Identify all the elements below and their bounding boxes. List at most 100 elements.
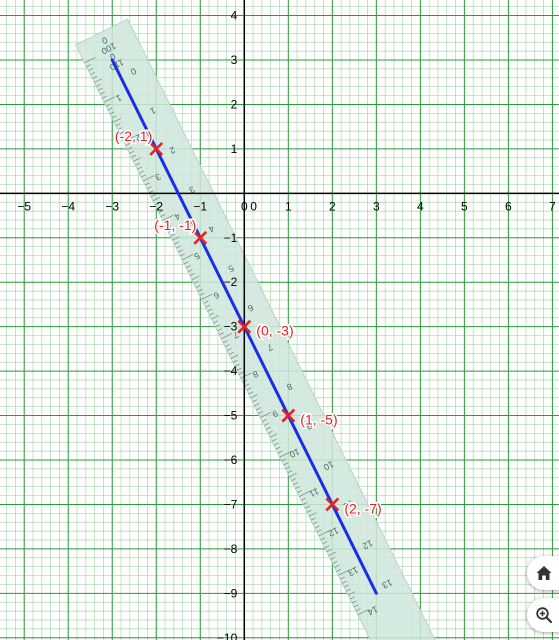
ruler-inner-label: 9 [305, 421, 314, 432]
ruler-tick [324, 545, 330, 549]
ruler-tick [349, 596, 355, 600]
ruler-tick [119, 131, 125, 135]
ruler-tick [101, 95, 107, 99]
ruler-tick [275, 446, 281, 450]
ruler-cm-label: 9 [271, 408, 280, 419]
point-marker[interactable]: (1, -5) [281, 408, 339, 429]
ruler-tick [285, 466, 291, 470]
ruler-cm-label: 14 [366, 604, 379, 617]
ruler-tick [172, 236, 180, 241]
point-marker[interactable]: (0, -3) [237, 319, 295, 340]
ruler-tick [207, 308, 213, 312]
y-tick-label: 1 [231, 142, 238, 156]
point-cross-stroke [149, 141, 164, 156]
ruler-tick [330, 557, 336, 560]
axis-tick-labels: −5 −4 −3 −2 −1 0 1 2 3 4 5 6 74321−1−2−3−4−5−6−7−8−9… [17, 9, 556, 640]
ruler-inner-label: 4 [207, 223, 216, 234]
point-label: (1, -5) [300, 412, 337, 428]
ruler-tick [306, 509, 312, 513]
ruler-tick [293, 482, 299, 485]
x-tick-label: 5 [461, 199, 468, 213]
ruler-tick [289, 472, 297, 478]
ruler-tick [246, 387, 252, 391]
ruler-tick [310, 517, 316, 521]
ruler-tick [224, 344, 230, 347]
ruler-inner-label: 13 [381, 577, 394, 590]
y-tick-label: 4 [231, 9, 238, 23]
ruler-tick [121, 135, 127, 139]
home-button[interactable] [527, 556, 559, 590]
point-marker[interactable]: (-2, 1) [113, 126, 164, 156]
point-marker[interactable]: (-1, -1) [153, 215, 208, 245]
x-tick-label: 0 [241, 199, 248, 213]
ruler-tick [168, 229, 174, 233]
ruler-inner-label: 2 [168, 145, 177, 156]
point-label: (-2, 1) [115, 128, 152, 144]
ruler-tick [137, 166, 142, 170]
zoom-in-button[interactable] [527, 598, 559, 632]
point-label: (2, -7) [344, 500, 381, 516]
ruler-tick [127, 146, 133, 150]
ruler-tick [115, 123, 121, 127]
y-tick-label: 3 [231, 53, 238, 67]
ruler-tick [154, 202, 160, 206]
ruler-tick [96, 83, 101, 87]
ruler-body[interactable]: 1234567891011121314012345678910111213010… [74, 18, 439, 640]
ruler-tick [353, 604, 359, 608]
ruler-tick [355, 608, 361, 612]
ruler-tick [328, 551, 336, 556]
ruler-tick [156, 206, 162, 209]
ruler-tick [193, 281, 199, 284]
ruler-end-label: 0 [108, 51, 117, 62]
ruler-tick [215, 324, 220, 328]
ruler-tick [211, 315, 219, 320]
y-tick-label: −7 [224, 497, 238, 511]
y-tick-label: −3 [224, 320, 238, 334]
ruler-tick [351, 600, 357, 604]
ruler-tick [277, 450, 283, 454]
ruler-tick [133, 157, 141, 162]
x-tick-label: 7 [549, 199, 556, 213]
point-marker[interactable]: (2, -7) [325, 497, 383, 518]
ruler-tick [162, 214, 174, 221]
ruler-tick [217, 328, 222, 332]
y-tick-label: −9 [224, 586, 238, 600]
ruler-tick [152, 196, 161, 202]
ruler-tick [254, 403, 260, 407]
origin-label: 0 [250, 199, 257, 213]
ruler-tick [279, 451, 291, 458]
ruler-inner-label: 12 [361, 538, 374, 551]
ruler-tool[interactable]: 1234567891011121314012345678910111213010… [74, 18, 439, 640]
x-tick-label: 4 [417, 199, 424, 213]
ruler-tick [113, 118, 122, 123]
ruler-cm-label: 8 [251, 369, 260, 380]
ruler-tick [338, 569, 350, 576]
ruler-tick [283, 462, 289, 466]
ruler-tick [248, 391, 254, 395]
ruler-cm-label: 13 [346, 565, 359, 578]
ruler-tick [107, 107, 113, 111]
ruler-tick [221, 333, 233, 340]
ruler-tick [195, 284, 201, 288]
ruler-tick [139, 170, 144, 174]
y-tick-label: −4 [224, 364, 238, 378]
ruler-tick [201, 293, 213, 300]
zoom-in-icon [536, 607, 553, 624]
ruler-tick [250, 394, 258, 399]
y-tick-label: −10 [217, 631, 238, 640]
ruler-cm-label: 6 [212, 290, 221, 301]
ruler-tick [213, 320, 219, 324]
ruler-tick [316, 529, 322, 533]
ruler-cm-label: 11 [308, 486, 321, 499]
points-layer[interactable]: (-2, 1) (-1, -1) (0, -3) (1, -5) (2, -7) [113, 126, 383, 518]
x-tick-label: −2 [149, 199, 163, 213]
ruler-tick [228, 352, 234, 355]
ruler-tick [291, 478, 297, 482]
ruler-inner-label: 6 [246, 302, 255, 313]
ruler-tick [205, 304, 211, 308]
ruler-tick [178, 249, 183, 253]
ruler-tick [256, 407, 262, 411]
ruler-tick [223, 340, 228, 344]
